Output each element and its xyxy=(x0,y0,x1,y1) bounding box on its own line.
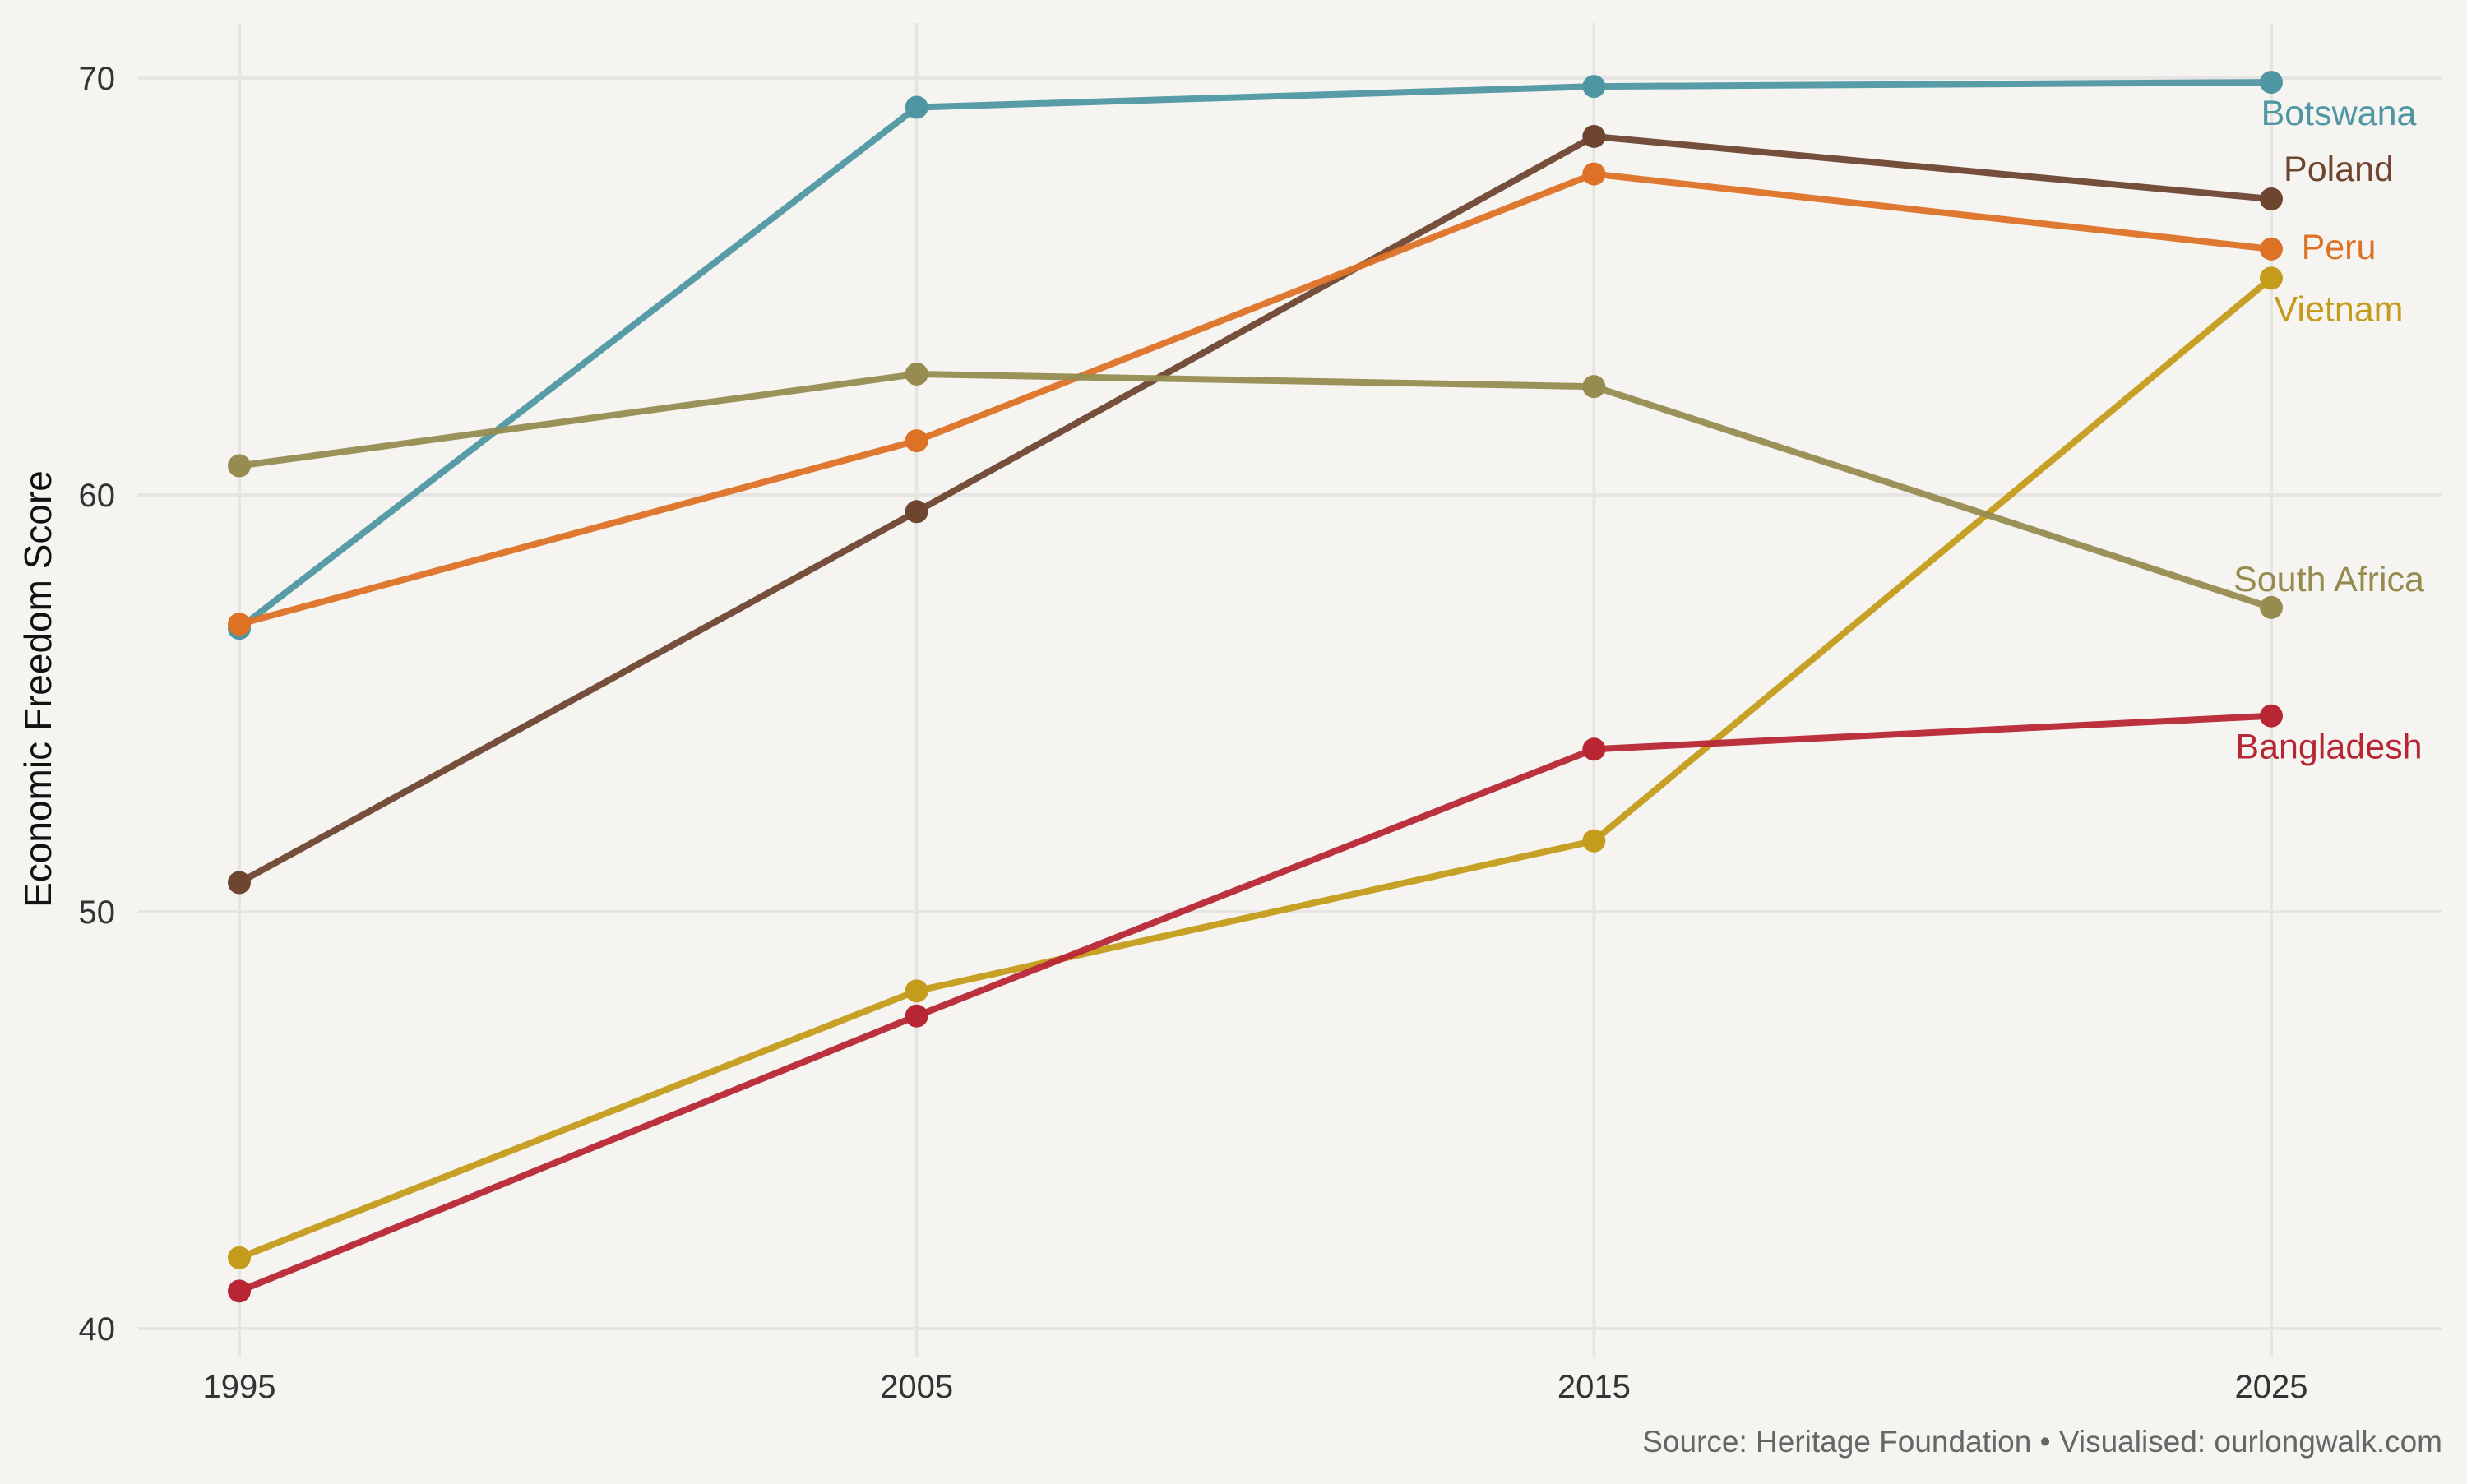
series-south-africa xyxy=(228,362,2283,619)
y-tick-label-60: 60 xyxy=(79,478,116,514)
y-axis-title: Economic Freedom Score xyxy=(16,470,59,908)
series-vietnam xyxy=(228,266,2283,1269)
data-point-poland-2025 xyxy=(2260,187,2283,211)
series-poland xyxy=(228,124,2283,895)
data-point-south-africa-1995 xyxy=(228,454,251,478)
data-point-poland-1995 xyxy=(228,871,251,895)
x-tick-label-2025: 2025 xyxy=(2235,1369,2308,1405)
data-point-south-africa-2025 xyxy=(2260,595,2283,619)
data-point-south-africa-2015 xyxy=(1582,375,1606,399)
data-point-botswana-2025 xyxy=(2260,71,2283,95)
data-point-bangladesh-2015 xyxy=(1582,737,1606,761)
series-lines xyxy=(228,71,2283,1303)
grid-lines xyxy=(138,23,2442,1357)
series-label-peru: Peru xyxy=(2302,228,2377,267)
series-end-labels: Botswana Poland Peru Vietnam South Africa Ban… xyxy=(2233,94,2424,767)
series-line-botswana xyxy=(236,79,2275,632)
data-point-peru-2015 xyxy=(1582,162,1606,186)
data-point-vietnam-2015 xyxy=(1582,829,1606,853)
data-point-peru-1995 xyxy=(228,613,251,636)
data-point-peru-2005 xyxy=(905,429,928,453)
series-peru xyxy=(228,162,2283,636)
y-tick-label-50: 50 xyxy=(79,895,116,931)
series-label-bangladesh: Bangladesh xyxy=(2235,728,2422,767)
series-line-peru xyxy=(236,170,2275,628)
axis-ticks: 40 50 60 70 1995 2005 2015 2025 xyxy=(79,61,2308,1405)
data-point-poland-2015 xyxy=(1582,124,1606,148)
series-label-botswana: Botswana xyxy=(2261,94,2417,133)
data-point-bangladesh-1995 xyxy=(228,1279,251,1303)
x-tick-label-2015: 2015 xyxy=(1557,1369,1631,1405)
x-tick-label-2005: 2005 xyxy=(880,1369,953,1405)
data-point-peru-2025 xyxy=(2260,237,2283,261)
y-tick-label-70: 70 xyxy=(79,61,116,97)
series-label-poland: Poland xyxy=(2284,150,2394,189)
series-line-south-africa xyxy=(236,370,2275,611)
data-point-botswana-2015 xyxy=(1582,75,1606,99)
y-tick-label-40: 40 xyxy=(79,1311,116,1348)
series-line-bangladesh xyxy=(236,712,2275,1295)
series-botswana xyxy=(228,71,2283,640)
data-point-vietnam-2005 xyxy=(905,979,928,1003)
source-caption: Source: Heritage Foundation • Visualised… xyxy=(1642,1425,2442,1459)
series-line-vietnam xyxy=(236,275,2275,1261)
series-bangladesh xyxy=(228,704,2283,1303)
data-point-botswana-2005 xyxy=(905,95,928,119)
series-line-poland xyxy=(236,132,2275,886)
series-label-south-africa: South Africa xyxy=(2233,560,2424,599)
series-label-vietnam: Vietnam xyxy=(2275,289,2404,329)
x-tick-label-1995: 1995 xyxy=(203,1369,276,1405)
data-point-vietnam-1995 xyxy=(228,1246,251,1269)
data-point-bangladesh-2025 xyxy=(2260,704,2283,728)
data-point-poland-2005 xyxy=(905,500,928,524)
data-point-south-africa-2005 xyxy=(905,362,928,386)
data-point-bangladesh-2005 xyxy=(905,1004,928,1028)
data-point-vietnam-2025 xyxy=(2260,266,2283,290)
